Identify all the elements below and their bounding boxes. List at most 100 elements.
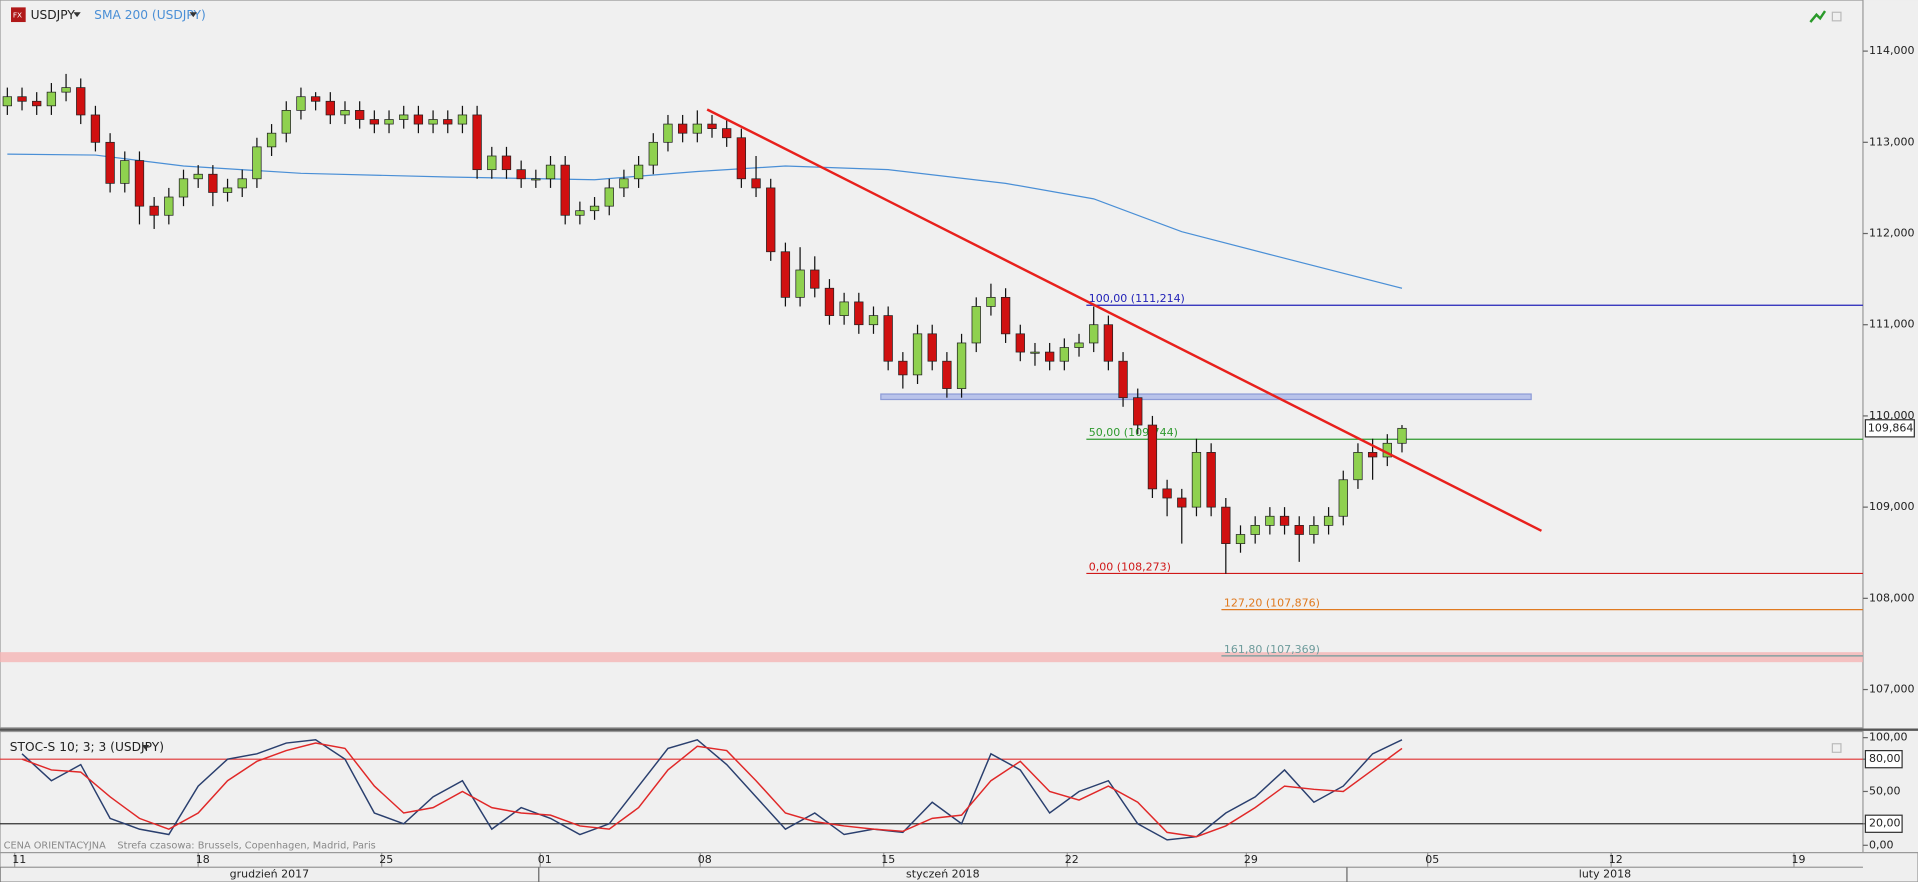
candle-body	[751, 178, 761, 189]
candle-body	[120, 160, 130, 184]
indicator-label[interactable]: SMA 200 (USDJPY)	[94, 8, 206, 22]
candle-body	[1191, 452, 1202, 508]
fib-label: 161,80 (107,369)	[1224, 643, 1320, 656]
candle-body	[32, 100, 42, 107]
x-tick-label: 01	[538, 853, 552, 866]
x-tick-label: 19	[1792, 853, 1806, 866]
y-tick-label: 20,00	[1869, 817, 1901, 830]
candle-body	[942, 360, 952, 389]
candle-body	[2, 96, 12, 107]
window-icon[interactable]	[1831, 11, 1842, 22]
window-icon[interactable]	[1831, 743, 1842, 753]
y-tick-label: 80,00	[1869, 752, 1901, 765]
y-tick-label: 111,000	[1869, 318, 1915, 331]
y-tick-label: 108,000	[1869, 591, 1915, 604]
dropdown-arrow[interactable]	[73, 12, 81, 18]
candle-body	[266, 132, 277, 148]
candle-body	[1015, 333, 1025, 353]
trendline	[706, 108, 1543, 532]
candle-body	[1235, 534, 1246, 544]
last-price-label: 109,864	[1868, 421, 1914, 434]
dropdown-arrow[interactable]	[141, 744, 150, 750]
candle-body	[1074, 342, 1084, 348]
candle-body	[1206, 452, 1216, 508]
candle-body	[927, 333, 937, 362]
candle-body	[1279, 515, 1290, 526]
candle-body	[1177, 497, 1187, 508]
candle-body	[340, 110, 350, 116]
x-tick-label: 18	[196, 853, 210, 866]
candle-body	[692, 123, 702, 134]
month-label: luty 2018	[1579, 868, 1631, 881]
candle-body	[1103, 324, 1114, 362]
x-tick-label: 11	[12, 853, 26, 866]
candle-body	[722, 128, 732, 139]
candle-body	[413, 114, 424, 125]
candle-body	[971, 306, 981, 344]
candle-body	[281, 110, 291, 134]
candle-body	[46, 91, 57, 107]
stoch-line	[21, 738, 1403, 841]
fx-icon-text: FX	[13, 10, 22, 19]
candle-body	[134, 160, 145, 207]
candle-body	[193, 173, 203, 180]
candle-body	[325, 100, 335, 116]
symbol[interactable]: USDJPY	[31, 8, 76, 22]
fib-label: 50,00 (109,744)	[1089, 426, 1178, 439]
stoch-title[interactable]: STOC-S 10; 3; 3 (USDJPY)	[10, 740, 164, 754]
x-tick-label: 25	[379, 853, 393, 866]
candle-body	[164, 196, 174, 216]
fib-label: 127,20 (107,876)	[1224, 597, 1320, 610]
y-tick-label: 100,00	[1869, 731, 1908, 744]
candle-body	[1118, 360, 1128, 399]
x-tick-label: 29	[1244, 853, 1258, 866]
price-panel	[0, 0, 1864, 729]
candle-body	[369, 119, 380, 125]
candle-body	[648, 141, 658, 166]
y-tick-label: 107,000	[1869, 683, 1915, 696]
y-tick-label: 113,000	[1869, 135, 1915, 148]
candle-body	[237, 178, 247, 189]
header: FX USDJPY SMA 200 (USDJPY) STOC-S 10; 3;…	[4, 7, 1842, 851]
toolbar-icon[interactable]	[1809, 10, 1827, 23]
x-tick-label: 15	[881, 853, 895, 866]
fx-icon[interactable]	[11, 7, 26, 23]
candle-body	[17, 96, 27, 102]
month-label: grudzień 2017	[230, 868, 310, 881]
candle-body	[883, 315, 893, 362]
y-tick-label: 110,000	[1869, 409, 1915, 422]
candle-body	[736, 137, 747, 180]
candle-body	[1250, 525, 1260, 535]
fib-label: 0,00 (108,273)	[1089, 560, 1171, 573]
candle-body	[956, 342, 967, 389]
candle-body	[898, 360, 908, 376]
candle-body	[457, 114, 468, 125]
candle-body	[1089, 324, 1099, 344]
candle-body	[824, 287, 835, 316]
candle-body	[443, 119, 453, 125]
candle-body	[487, 155, 497, 171]
candle-body	[1367, 452, 1378, 458]
candle-body	[76, 87, 86, 116]
candle-body	[854, 301, 864, 326]
candle-body	[472, 114, 482, 171]
stoch-panel	[0, 730, 1864, 854]
candle-body	[560, 164, 570, 216]
y-tick-label: 109,000	[1869, 500, 1915, 513]
dropdown-arrow[interactable]	[189, 12, 197, 18]
candle-body	[1294, 525, 1304, 535]
candle-body	[545, 164, 556, 180]
candle-body	[868, 315, 879, 326]
candle-body	[222, 187, 233, 193]
x-tick-label: 08	[698, 853, 712, 866]
candle-body	[619, 178, 629, 189]
candle-body	[780, 251, 791, 298]
y-tick-label: 50,00	[1869, 784, 1901, 797]
price-note: CENA ORIENTACYJNA	[4, 840, 106, 851]
candle-body	[61, 87, 71, 93]
support-band	[880, 393, 1532, 401]
zone	[0, 652, 1863, 663]
candle-body	[428, 119, 438, 125]
